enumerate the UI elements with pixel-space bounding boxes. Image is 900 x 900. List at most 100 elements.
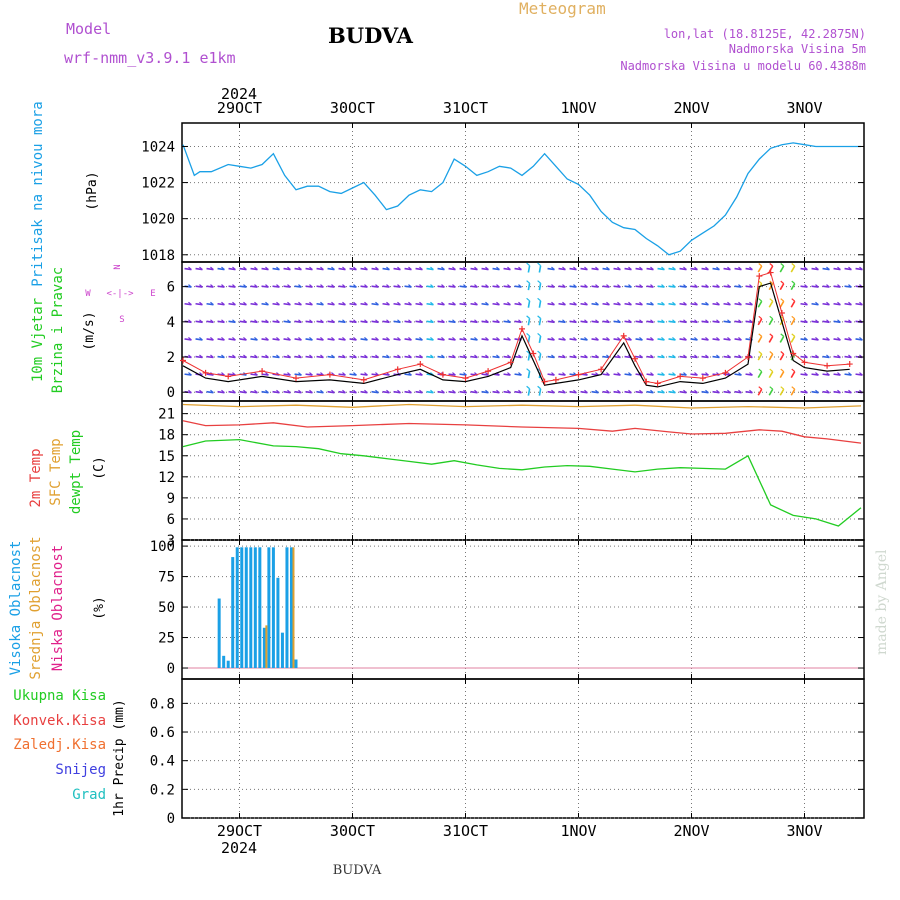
wind-arrow	[595, 354, 599, 358]
wind-arrow	[628, 336, 632, 341]
wind-gust-marker	[677, 373, 684, 380]
wind-arrow	[613, 285, 621, 288]
wind-arrow	[657, 302, 665, 306]
wind-arrow	[349, 373, 357, 376]
wind-arrow	[371, 338, 379, 341]
wind-arrow	[452, 266, 456, 270]
wind-gust-marker	[722, 369, 729, 376]
cloud-tick-label: 50	[158, 600, 175, 616]
wind-arrow	[206, 267, 214, 271]
wind-gust-marker	[293, 375, 299, 382]
wind-arrow	[430, 284, 434, 288]
wind-arrow	[800, 338, 808, 341]
wind-arrow	[602, 373, 610, 376]
wind-arrow	[790, 353, 796, 361]
wind-arrow	[437, 285, 445, 288]
wind-arrow	[320, 301, 324, 306]
wind-arrow	[393, 267, 401, 271]
wind-arrow	[712, 320, 720, 324]
precip-tick-label: 0.2	[150, 782, 175, 798]
wind-arrow	[727, 354, 731, 358]
wind-arrow	[239, 338, 247, 341]
wind-arrow	[459, 302, 467, 306]
wind-arrow	[360, 302, 368, 306]
wind-arrow	[206, 320, 214, 324]
wind-arrow	[837, 284, 841, 288]
wind-arrow	[437, 338, 445, 341]
wind-arrow	[507, 319, 511, 323]
wind-arrow	[503, 302, 511, 306]
wind-arrow	[507, 284, 511, 288]
wind-arrow	[758, 333, 763, 337]
wind-arrow	[833, 373, 841, 376]
wind-arrow	[690, 285, 698, 288]
wind-arrow	[705, 389, 709, 394]
wind-arrow	[320, 284, 324, 288]
wind-arrow	[261, 320, 269, 324]
wind-arrow	[526, 280, 530, 284]
wind-arrow	[463, 301, 467, 306]
wind-arrow	[243, 389, 247, 394]
top-day-labels: 29OCT 30OCT 31OCT 1NOV 2NOV 3NOV	[217, 99, 823, 117]
wind-arrow	[503, 355, 511, 359]
wind-arrow	[690, 338, 698, 341]
wind-arrow	[758, 263, 763, 267]
wind-arrow	[419, 354, 423, 358]
wind-arrow	[727, 301, 731, 306]
wind-arrow	[503, 320, 511, 324]
wind-gust-marker	[202, 369, 209, 376]
wind-arrow	[514, 285, 522, 288]
wind-arrow	[602, 267, 610, 271]
wind-arrow	[371, 373, 379, 376]
wind-gust-marker	[790, 350, 797, 357]
wind-arrow	[393, 285, 401, 288]
wind-arrow	[527, 300, 531, 308]
wind-arrow	[188, 354, 192, 358]
wind-arrow	[261, 285, 269, 288]
wind-arrow	[837, 336, 841, 341]
wind-arrow	[826, 336, 830, 341]
pressure-tick-label: 1022	[141, 176, 175, 192]
precip-total-label: Ukupna Kisa	[13, 688, 106, 704]
wind-arrow	[364, 284, 368, 288]
cloud-low-label: Niska Oblacnost	[50, 545, 66, 671]
wind-arrow	[690, 373, 698, 376]
wind-arrow	[320, 336, 324, 341]
wind-arrow	[221, 301, 225, 306]
wind-arrow	[331, 266, 335, 270]
wind-arrow	[757, 318, 763, 326]
wind-arrow	[342, 336, 346, 341]
wind-arrow	[221, 266, 225, 270]
wind-arrow	[780, 280, 785, 285]
wind-arrow	[232, 284, 236, 288]
wind-arrow	[844, 267, 852, 271]
wind-arrow	[485, 372, 489, 376]
wind-arrow	[562, 319, 566, 323]
high-cloud-bar	[258, 547, 262, 669]
wind-gust-marker	[360, 376, 367, 383]
wind-arrow	[195, 320, 203, 324]
wind-arrow	[668, 302, 676, 306]
wind-arrow	[694, 354, 698, 358]
wind-arrow	[527, 283, 531, 291]
wind-arrow	[591, 285, 599, 288]
wind-arrow	[769, 315, 774, 320]
wind-arrow	[485, 301, 489, 306]
wind-arrow	[518, 372, 522, 376]
wind-arrow	[527, 318, 531, 326]
wind-arrow	[492, 355, 500, 359]
wind-arrow	[415, 355, 423, 359]
wind-arrow	[426, 302, 434, 306]
wind-arrow	[507, 301, 511, 306]
wind-arrow	[826, 301, 830, 306]
wind-arrow	[375, 266, 379, 270]
wind-arrow	[815, 354, 819, 358]
temp-tick-label: 21	[158, 407, 175, 423]
wind-arrow	[184, 302, 192, 306]
wind-arrow	[382, 355, 390, 359]
pressure-title: Pritisak na nivou mora	[30, 101, 46, 286]
wind-arrow	[349, 267, 357, 271]
wind-arrow	[562, 372, 566, 376]
wind-gust-marker	[575, 371, 582, 378]
